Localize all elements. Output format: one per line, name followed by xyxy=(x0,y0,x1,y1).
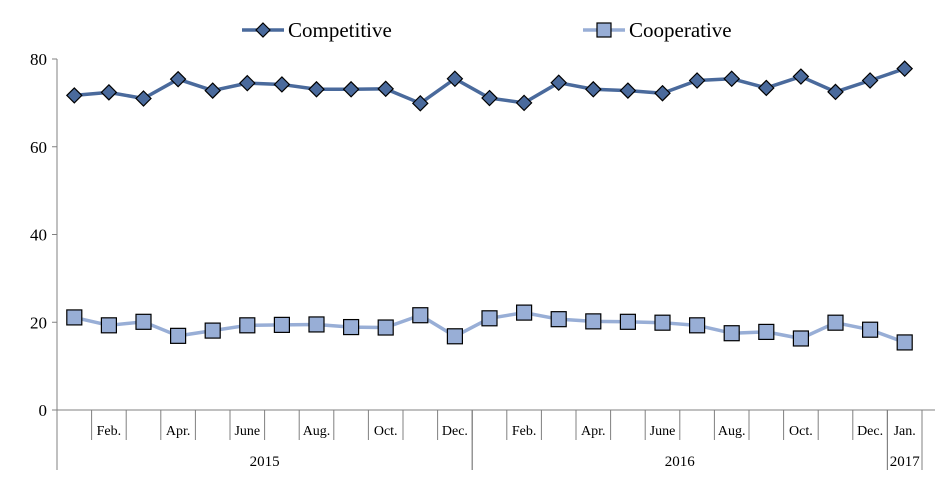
data-point xyxy=(308,80,325,98)
x-axis-tick-labels: Feb. Apr. June Aug. Oct. Dec. Feb. Apr. June Aug.… xyxy=(97,424,916,439)
x-tick-label: Aug. xyxy=(718,424,746,439)
data-point xyxy=(585,313,602,330)
legend-label: Cooperative xyxy=(629,18,732,42)
data-point xyxy=(896,334,913,351)
x-tick-label: Dec. xyxy=(857,424,883,439)
data-point xyxy=(792,68,810,85)
data-point xyxy=(758,323,775,341)
data-point xyxy=(688,72,706,89)
data-point xyxy=(654,84,671,102)
data-point xyxy=(446,70,464,88)
data-point xyxy=(273,76,291,93)
data-point xyxy=(619,313,637,330)
x-tick-label: Apr. xyxy=(581,424,606,439)
legend-label: Competitive xyxy=(288,18,392,42)
data-point xyxy=(100,83,118,101)
data-point xyxy=(170,327,187,344)
x-axis-year-labels: 2015 2016 2017 xyxy=(250,454,921,470)
square-marker-icon xyxy=(596,22,612,38)
data-point xyxy=(446,328,463,345)
data-point xyxy=(654,314,671,331)
y-axis-tick-labels: 0 20 40 60 80 xyxy=(30,50,47,420)
data-point xyxy=(619,82,637,99)
data-point xyxy=(204,82,222,99)
data-point xyxy=(204,322,221,339)
y-tick-label: 0 xyxy=(39,401,48,420)
data-point xyxy=(481,89,498,107)
x-tick-label: Jan. xyxy=(894,424,916,439)
year-label: 2017 xyxy=(890,454,921,470)
legend-item-cooperative: Cooperative xyxy=(583,18,732,42)
data-point xyxy=(169,70,187,88)
data-point xyxy=(515,94,533,112)
series-competitive xyxy=(65,60,914,112)
x-tick-label: Feb. xyxy=(97,424,122,439)
data-point xyxy=(688,317,706,334)
data-point xyxy=(827,314,844,331)
data-point xyxy=(550,74,568,92)
y-tick-label: 20 xyxy=(30,313,47,332)
legend-item-competitive: Competitive xyxy=(242,18,392,42)
data-point xyxy=(757,79,775,97)
data-point xyxy=(308,316,325,333)
data-point xyxy=(135,313,152,330)
data-point xyxy=(723,70,741,88)
x-tick-label: Oct. xyxy=(789,424,813,439)
data-point xyxy=(239,317,256,334)
x-tick-label: Aug. xyxy=(303,424,331,439)
legend: Competitive Cooperative xyxy=(242,18,732,42)
x-tick-label: June xyxy=(234,424,260,439)
x-tick-label: June xyxy=(650,424,676,439)
data-point xyxy=(861,72,879,89)
data-point xyxy=(377,319,394,336)
series-cooperative xyxy=(66,304,913,351)
data-point xyxy=(723,325,740,342)
x-tick-label: Apr. xyxy=(166,424,191,439)
year-label: 2016 xyxy=(665,454,696,470)
data-point xyxy=(515,304,533,321)
data-point xyxy=(100,317,118,334)
data-point xyxy=(827,83,844,101)
data-point xyxy=(412,307,429,324)
data-point xyxy=(343,318,360,336)
y-tick-label: 40 xyxy=(30,226,47,245)
data-point xyxy=(481,310,498,327)
data-point xyxy=(896,60,914,78)
chart-axes xyxy=(52,58,935,470)
data-point xyxy=(411,94,429,112)
data-point xyxy=(238,74,256,92)
x-tick-label: Dec. xyxy=(442,424,468,439)
data-point xyxy=(273,316,290,333)
data-point xyxy=(861,321,879,338)
data-point xyxy=(66,309,83,326)
data-point xyxy=(135,90,152,107)
x-tick-label: Oct. xyxy=(374,424,398,439)
year-label: 2015 xyxy=(250,454,280,470)
data-point xyxy=(584,80,602,98)
data-point xyxy=(342,80,360,98)
y-tick-label: 60 xyxy=(30,138,47,157)
diamond-marker-icon xyxy=(255,22,271,38)
data-point xyxy=(377,80,395,98)
plot-area xyxy=(65,60,914,351)
y-tick-label: 80 xyxy=(30,50,47,69)
x-tick-label: Feb. xyxy=(512,424,537,439)
data-point xyxy=(792,330,810,347)
data-point xyxy=(65,87,83,104)
data-point xyxy=(550,311,567,328)
